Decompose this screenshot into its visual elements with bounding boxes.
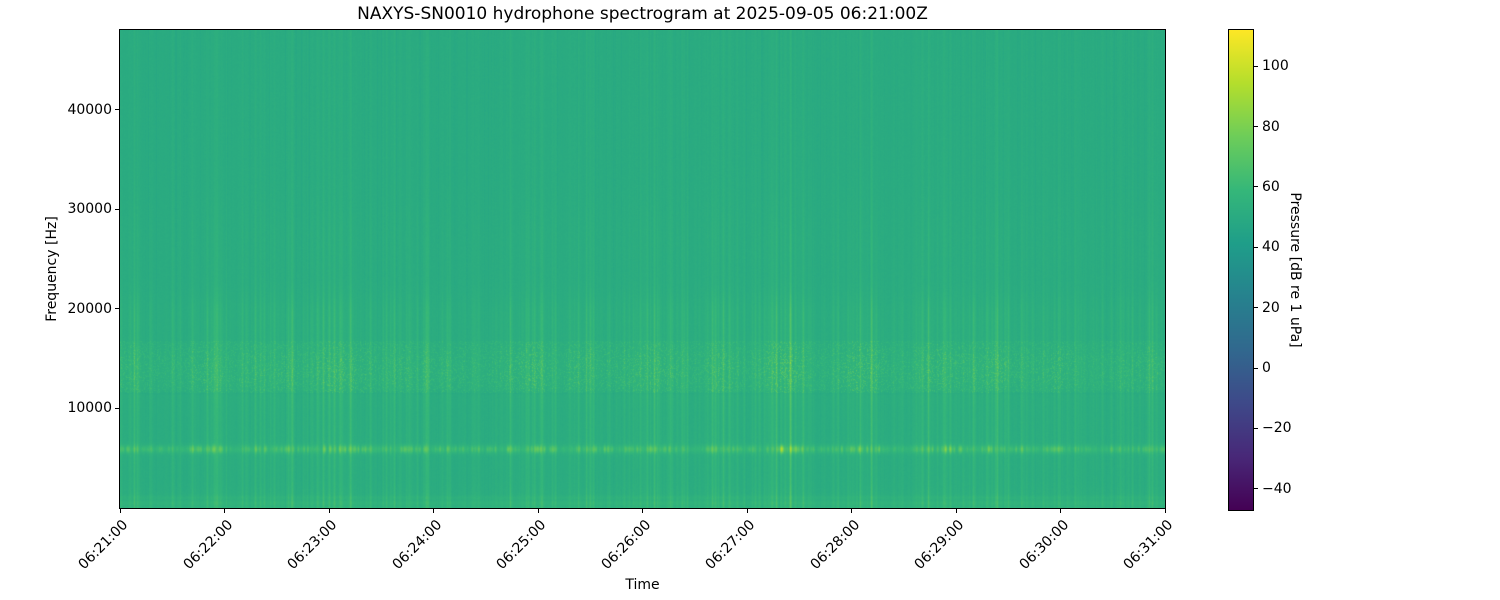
colorbar-tickmark — [1254, 65, 1258, 67]
plot-title: NAXYS-SN0010 hydrophone spectrogram at 2… — [357, 4, 928, 24]
x-tick-label: 06:22:00 — [180, 517, 236, 573]
spectrogram-canvas — [120, 30, 1165, 508]
colorbar-tick-label: −20 — [1262, 420, 1292, 437]
x-tickmark — [119, 509, 121, 513]
y-tick-label: 10000 — [67, 400, 112, 417]
x-tick-label: 06:29:00 — [911, 517, 968, 573]
colorbar-tickmark — [1254, 307, 1258, 309]
colorbar-tickmark — [1254, 427, 1258, 429]
y-tickmark — [115, 308, 119, 310]
x-tickmark — [1164, 509, 1166, 513]
x-tickmark — [642, 509, 643, 513]
colorbar-tickmark — [1254, 126, 1258, 128]
colorbar-tickmark — [1254, 246, 1258, 248]
colorbar-tickmark — [1254, 367, 1258, 369]
colorbar-tick-label: 0 — [1262, 360, 1271, 377]
plot-area — [119, 29, 1166, 509]
x-tickmark — [328, 509, 330, 513]
x-tickmark — [746, 509, 748, 513]
y-tickmark — [115, 208, 119, 210]
x-tick-label: 06:28:00 — [807, 517, 863, 573]
x-tick-label: 06:23:00 — [284, 517, 341, 573]
x-tick-label: 06:31:00 — [1120, 517, 1177, 573]
colorbar-tick-label: 100 — [1262, 58, 1289, 75]
colorbar-tickmark — [1254, 488, 1258, 490]
colorbar — [1228, 29, 1254, 511]
colorbar-tick-label: 40 — [1262, 239, 1280, 256]
x-tick-label: 06:30:00 — [1016, 517, 1072, 573]
x-tickmark — [537, 509, 539, 513]
x-tickmark — [433, 509, 434, 513]
colorbar-tick-label: 20 — [1262, 299, 1280, 316]
y-tick-label: 30000 — [67, 201, 112, 218]
x-tickmark — [224, 509, 225, 513]
x-tickmark — [1060, 509, 1061, 513]
y-tickmark — [115, 407, 119, 409]
colorbar-tick-label: −40 — [1262, 480, 1292, 497]
x-tick-label: 06:26:00 — [598, 517, 654, 573]
x-axis-label: Time — [625, 577, 660, 593]
y-tickmark — [115, 109, 119, 111]
x-tickmark — [851, 509, 852, 513]
x-tick-label: 06:25:00 — [493, 517, 550, 573]
y-tick-label: 40000 — [67, 101, 112, 118]
colorbar-label: Pressure [dB re 1 uPa] — [1287, 192, 1303, 348]
colorbar-tick-label: 80 — [1262, 118, 1280, 135]
x-tick-label: 06:27:00 — [702, 517, 759, 573]
x-tick-label: 06:24:00 — [389, 517, 445, 573]
x-tickmark — [955, 509, 957, 513]
colorbar-tick-label: 60 — [1262, 178, 1280, 195]
y-tick-label: 20000 — [67, 300, 112, 317]
colorbar-tickmark — [1254, 186, 1258, 188]
x-tick-label: 06:21:00 — [75, 517, 132, 573]
